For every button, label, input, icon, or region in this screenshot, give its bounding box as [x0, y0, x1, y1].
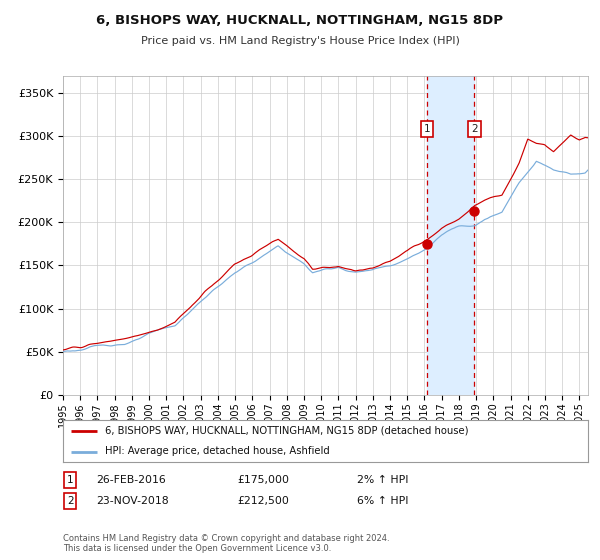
Bar [427, 76, 475, 395]
Text: 1: 1 [67, 475, 74, 485]
Text: HPI: Average price, detached house, Ashfield: HPI: Average price, detached house, Ashf… [105, 446, 330, 456]
Text: 1: 1 [424, 124, 430, 134]
Text: 2: 2 [67, 496, 74, 506]
Text: £212,500: £212,500 [237, 496, 289, 506]
Text: Contains HM Land Registry data © Crown copyright and database right 2024.
This d: Contains HM Land Registry data © Crown c… [63, 534, 389, 553]
Text: 6% ↑ HPI: 6% ↑ HPI [357, 496, 409, 506]
Text: £175,000: £175,000 [237, 475, 289, 485]
Text: 2: 2 [471, 124, 478, 134]
Text: Price paid vs. HM Land Registry's House Price Index (HPI): Price paid vs. HM Land Registry's House … [140, 36, 460, 46]
Text: 26-FEB-2016: 26-FEB-2016 [96, 475, 166, 485]
Text: 6, BISHOPS WAY, HUCKNALL, NOTTINGHAM, NG15 8DP (detached house): 6, BISHOPS WAY, HUCKNALL, NOTTINGHAM, NG… [105, 426, 469, 436]
Text: 6, BISHOPS WAY, HUCKNALL, NOTTINGHAM, NG15 8DP: 6, BISHOPS WAY, HUCKNALL, NOTTINGHAM, NG… [97, 14, 503, 27]
Text: 23-NOV-2018: 23-NOV-2018 [96, 496, 169, 506]
Text: 2% ↑ HPI: 2% ↑ HPI [357, 475, 409, 485]
